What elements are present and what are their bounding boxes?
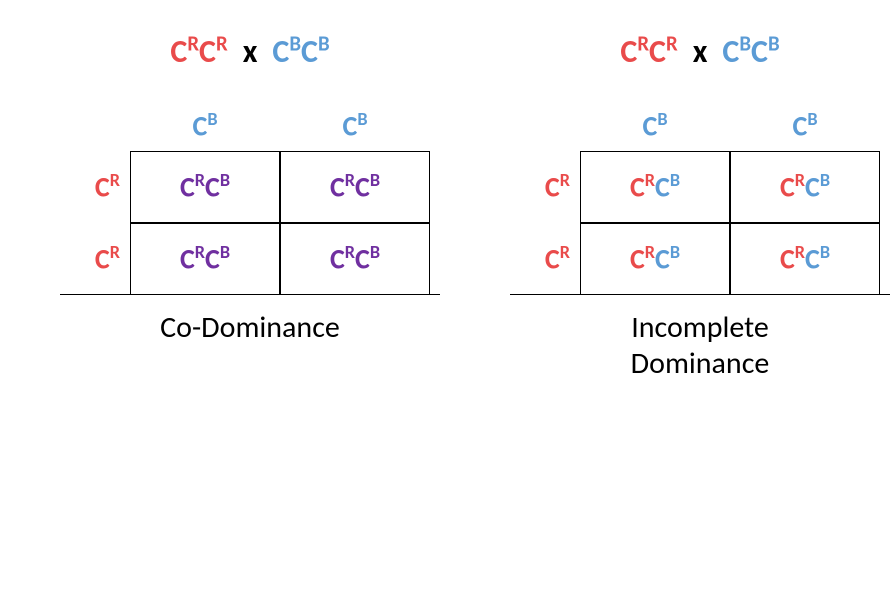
punnett-diagram: CRCRxCBCB CBCBCRCRCBCRCBCRCRCBCRCB Co-Do… [0, 0, 891, 412]
panel-codominance: CRCRxCBCB CBCBCRCRCBCRCBCRCRCBCRCB Co-Do… [60, 30, 440, 382]
caption-line: Incomplete [510, 310, 890, 346]
punnett-cell: CRCB [580, 151, 730, 223]
caption: Co-Dominance [60, 310, 440, 346]
row-header: CR [70, 223, 130, 295]
caption: IncompleteDominance [510, 310, 890, 382]
punnett-cell: CRCB [580, 223, 730, 295]
punnett-cell: CRCB [280, 151, 430, 223]
corner-blank [70, 101, 130, 151]
punnett-cell: CRCB [280, 223, 430, 295]
cross-operator: x [678, 32, 723, 71]
col-header: CB [280, 101, 430, 151]
caption-line: Dominance [510, 346, 890, 382]
corner-blank [520, 101, 580, 151]
punnett-cell: CRCB [730, 223, 880, 295]
caption-line: Co-Dominance [60, 310, 440, 346]
col-header: CB [580, 101, 730, 151]
punnett-cell: CRCB [130, 223, 280, 295]
cross-line: CRCRxCBCB [510, 30, 890, 71]
punnett-square: CBCBCRCRCBCRCBCRCRCBCRCB [70, 101, 430, 295]
punnett-cell: CRCB [130, 151, 280, 223]
col-header: CB [130, 101, 280, 151]
row-header: CR [520, 151, 580, 223]
panel-incomplete: CRCRxCBCB CBCBCRCRCBCRCBCRCRCBCRCB Incom… [510, 30, 890, 382]
cross-line: CRCRxCBCB [60, 30, 440, 71]
punnett-cell: CRCB [730, 151, 880, 223]
row-header: CR [520, 223, 580, 295]
cross-operator: x [228, 32, 273, 71]
row-header: CR [70, 151, 130, 223]
col-header: CB [730, 101, 880, 151]
punnett-square: CBCBCRCRCBCRCBCRCRCBCRCB [520, 101, 880, 295]
